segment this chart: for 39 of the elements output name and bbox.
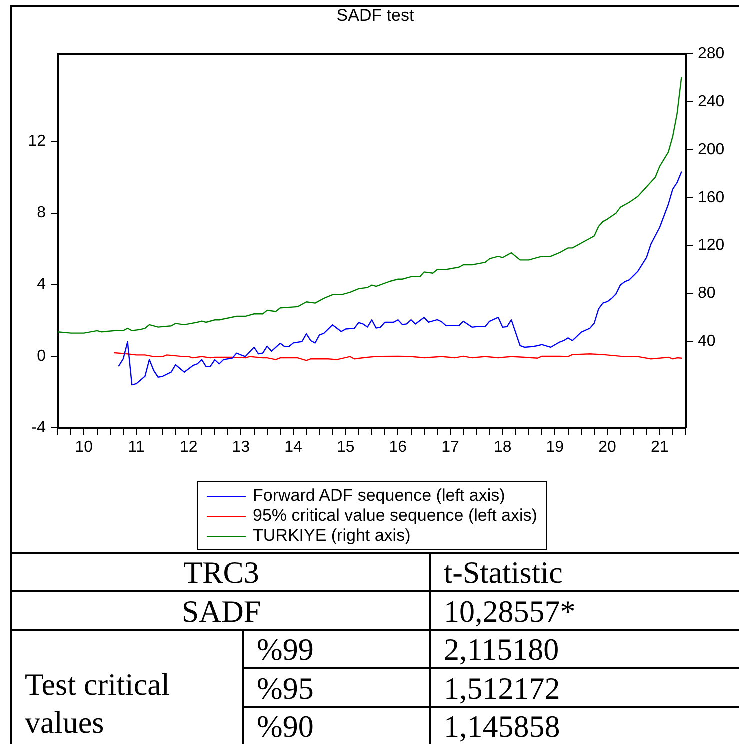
x-tick-label: 11: [128, 439, 145, 456]
text: 1,145858: [444, 708, 560, 744]
y2-tick-label: 40: [698, 333, 716, 350]
y2-tick-label: 280: [698, 45, 725, 62]
x-tick-label: 16: [389, 439, 408, 456]
text: TRC3: [184, 554, 260, 592]
text: %90: [257, 708, 314, 744]
legend-label: 95% critical value sequence (left axis): [253, 506, 538, 525]
y-tick-label: -4: [32, 419, 46, 436]
y-tick-label: 0: [37, 348, 46, 365]
text: 1,512172: [444, 670, 560, 708]
y2-tick-label: 80: [698, 285, 716, 302]
x-tick-label: 18: [494, 439, 512, 456]
x-tick-label: 15: [336, 439, 355, 456]
text: %95: [257, 670, 314, 708]
x-tick-label: 13: [232, 439, 250, 456]
y-tick-label: 4: [37, 276, 46, 294]
x-tick-label: 14: [284, 439, 302, 456]
text: %99: [257, 631, 314, 669]
text: SADF: [182, 592, 262, 630]
legend-label: TURKIYE (right axis): [253, 526, 411, 545]
text: t-Statistic: [444, 554, 563, 592]
y2-tick-label: 200: [698, 141, 725, 158]
y-tick-label: 12: [28, 133, 46, 150]
y2-tick-label: 240: [698, 93, 725, 110]
text: 10,28557*: [444, 592, 576, 630]
y-tick-label: 8: [37, 204, 46, 222]
legend-label: Forward ADF sequence (left axis): [253, 486, 506, 505]
y2-tick-label: 160: [698, 189, 725, 206]
x-tick-label: 19: [546, 439, 564, 456]
x-tick-label: 21: [650, 439, 669, 456]
x-tick-label: 10: [75, 439, 94, 456]
x-tick-label: 12: [180, 439, 198, 456]
x-tick-label: 17: [442, 439, 460, 456]
text: 2,115180: [444, 631, 560, 669]
y2-tick-label: 120: [698, 237, 725, 254]
x-tick-label: 20: [598, 439, 616, 456]
chart-title: SADF test: [336, 6, 415, 26]
text: Test critical values: [25, 666, 172, 742]
